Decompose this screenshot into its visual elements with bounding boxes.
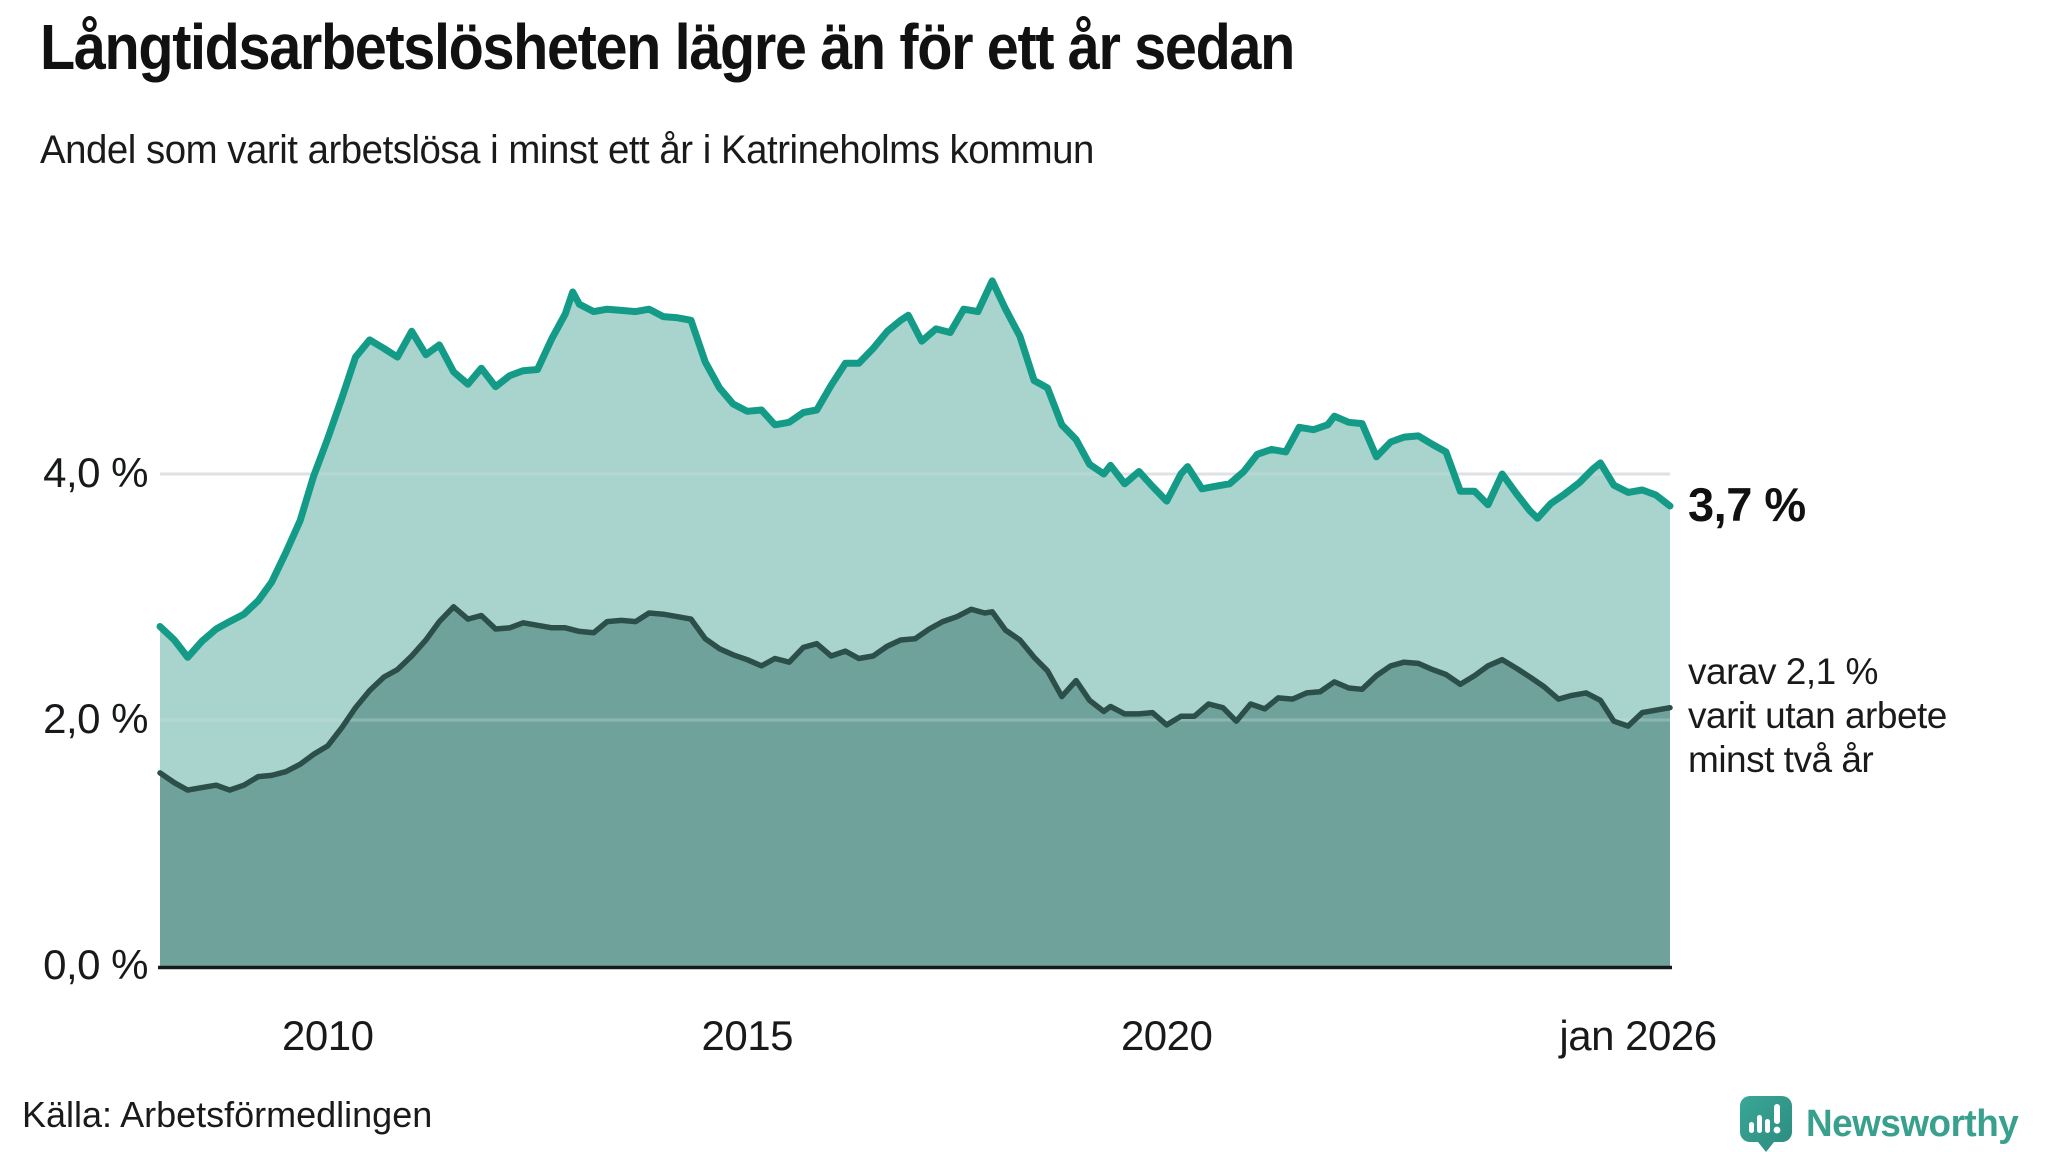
x-tick-label-2010: 2010 (282, 1012, 374, 1059)
latest-value-label: 3,7 % (1688, 478, 1806, 531)
y-tick-label-0: 0,0 % (43, 941, 148, 988)
page-title: Långtidsarbetslösheten lägre än för ett … (40, 11, 1295, 83)
x-tick-label-2015: 2015 (701, 1012, 794, 1059)
y-tick-label-4: 4,0 % (43, 449, 148, 496)
x-tick-label-2020: 2020 (1120, 1012, 1213, 1059)
page-subtitle: Andel som varit arbetslösa i minst ett å… (40, 128, 1094, 172)
line-unemployed-two-years (157, 604, 1673, 793)
brand-wordmark: Newsworthy (1806, 1102, 2019, 1145)
line-unemployed-one-year (156, 277, 1674, 661)
area-unemployed-two-years (160, 606, 1670, 966)
x-tick-label-2026: jan 2026 (1559, 1012, 1717, 1059)
secondary-value-line: minst två år (1688, 739, 1874, 780)
secondary-value-line: varav 2,1 % (1688, 651, 1878, 692)
secondary-value-label: varav 2,1 % varit utan arbete minst två … (1688, 650, 1947, 782)
y-tick-label-2: 2,0 % (43, 695, 148, 742)
bar-chart-speech-bubble-icon (1740, 1096, 1792, 1152)
source-credit: Källa: Arbetsförmedlingen (22, 1094, 433, 1135)
gridline-highlights (160, 472, 1670, 722)
secondary-value-line: varit utan arbete (1688, 695, 1947, 736)
newsworthy-branding: Newsworthy (1740, 1096, 2025, 1152)
